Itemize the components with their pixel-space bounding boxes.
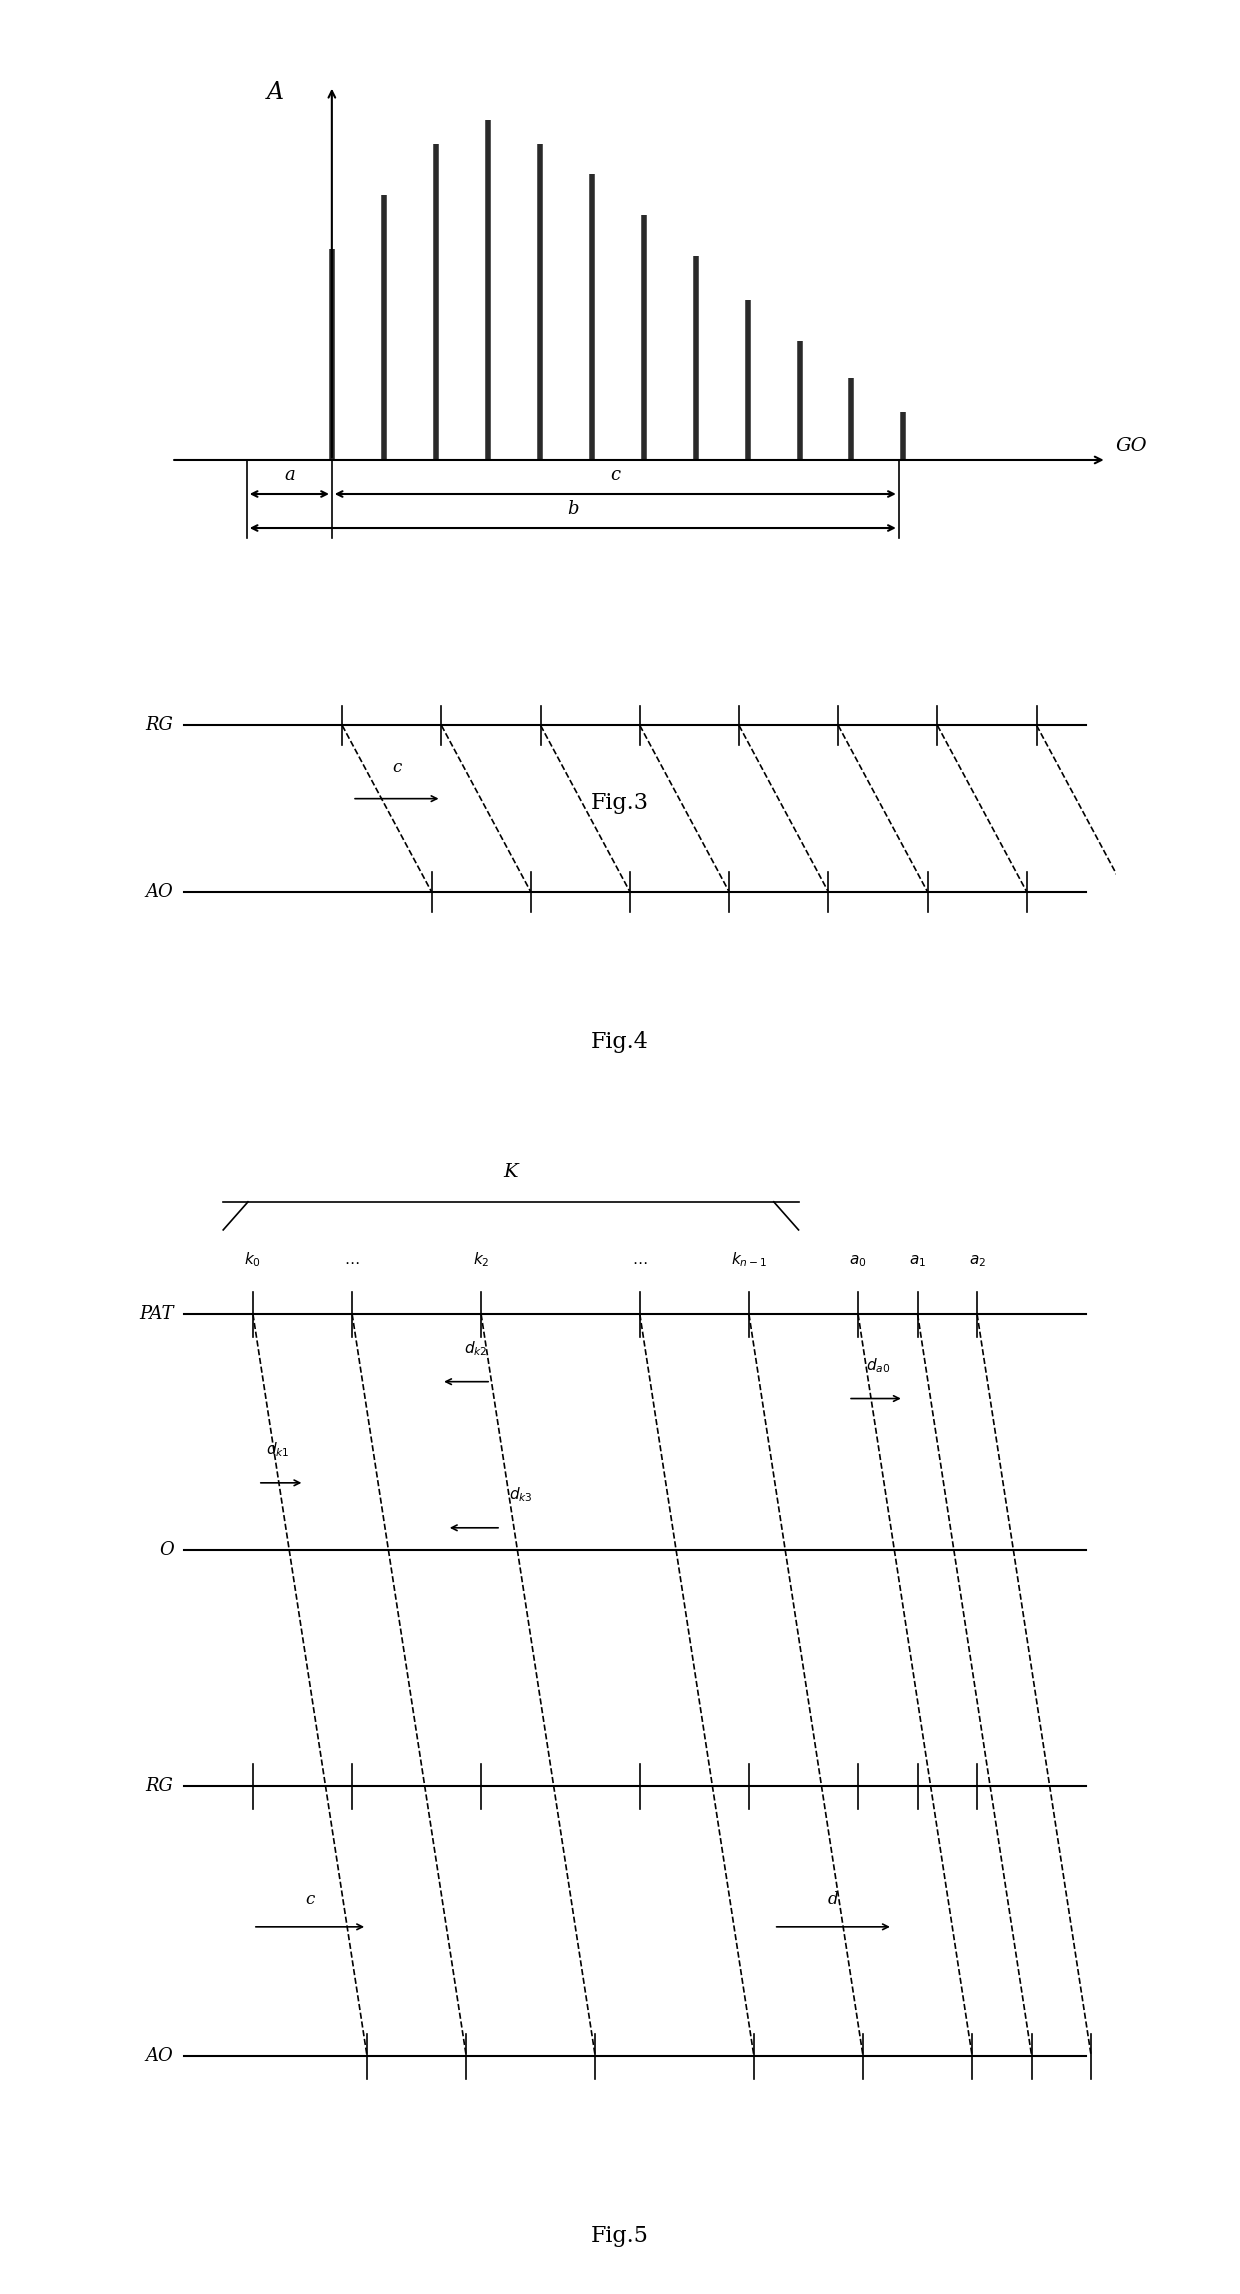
Text: A: A	[267, 80, 284, 103]
Text: RG: RG	[146, 716, 174, 734]
Text: $k_{n-1}$: $k_{n-1}$	[730, 1250, 768, 1269]
Text: $\cdots$: $\cdots$	[345, 1255, 360, 1269]
Text: $d_{a0}$: $d_{a0}$	[866, 1356, 890, 1374]
Text: Fig.5: Fig.5	[591, 2225, 649, 2246]
Text: $d_{k1}$: $d_{k1}$	[265, 1441, 290, 1459]
Text: O: O	[159, 1542, 174, 1560]
Text: $d_{k3}$: $d_{k3}$	[508, 1487, 533, 1505]
Text: a: a	[284, 466, 295, 484]
Text: $k_2$: $k_2$	[472, 1250, 490, 1269]
Text: b: b	[567, 500, 579, 518]
Text: $d_{k2}$: $d_{k2}$	[465, 1340, 487, 1358]
Text: Fig.3: Fig.3	[591, 791, 649, 814]
Text: $a_0$: $a_0$	[849, 1253, 867, 1269]
Text: $a_1$: $a_1$	[909, 1253, 926, 1269]
Text: d: d	[828, 1890, 838, 1909]
Text: GO: GO	[1116, 438, 1148, 457]
Text: c: c	[305, 1890, 315, 1909]
Text: $k_0$: $k_0$	[244, 1250, 262, 1269]
Text: AO: AO	[146, 883, 174, 902]
Text: RG: RG	[146, 1778, 174, 1796]
Text: K: K	[503, 1163, 518, 1181]
Text: AO: AO	[146, 2046, 174, 2065]
Text: $\cdots$: $\cdots$	[632, 1255, 647, 1269]
Text: Fig.4: Fig.4	[591, 1030, 649, 1053]
Text: c: c	[610, 466, 620, 484]
Text: $a_2$: $a_2$	[968, 1253, 986, 1269]
Text: c: c	[392, 759, 402, 775]
Text: PAT: PAT	[139, 1305, 174, 1324]
